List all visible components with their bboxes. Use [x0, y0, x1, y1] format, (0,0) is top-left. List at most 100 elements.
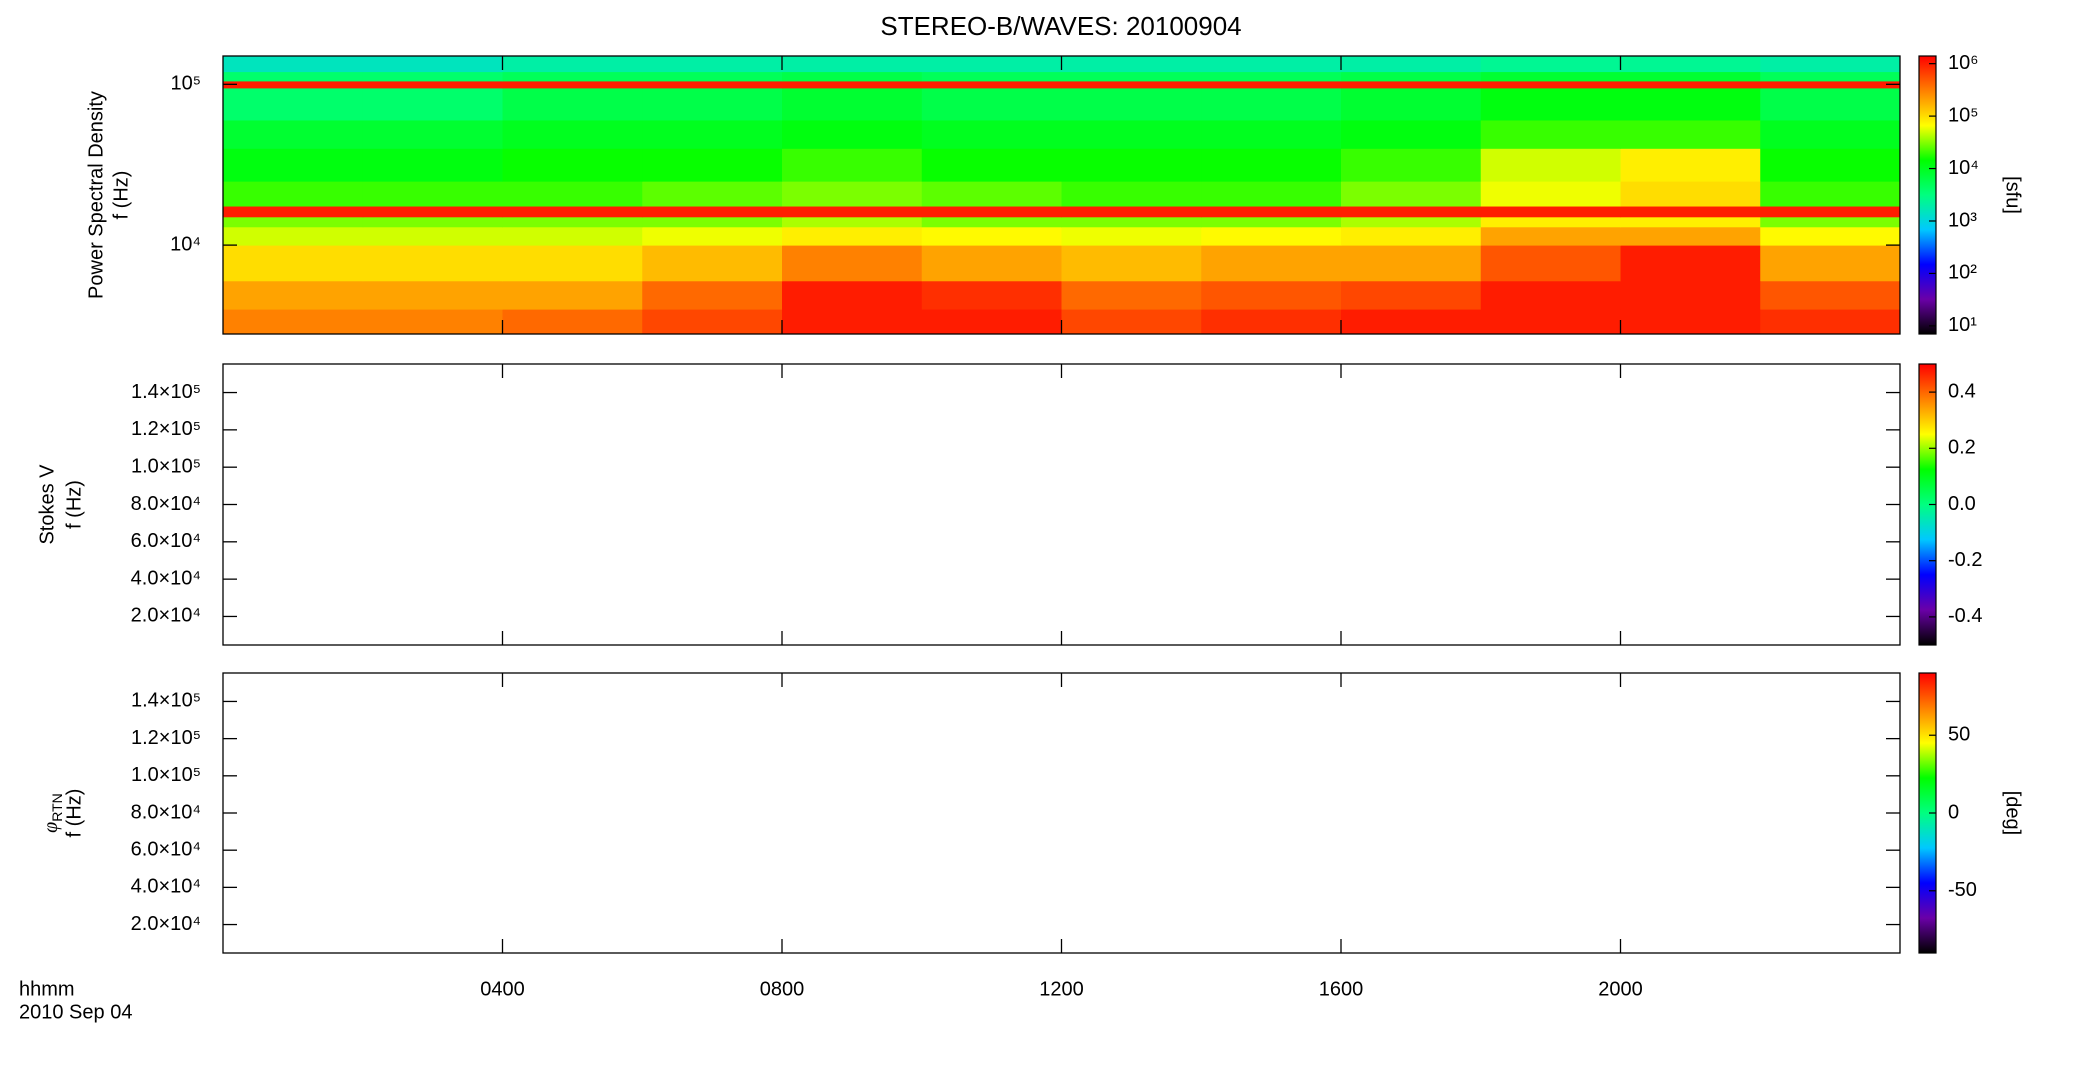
x-tick-label: 0800 — [760, 978, 805, 1000]
heatmap-cell — [1480, 181, 1621, 207]
heatmap-cell — [1201, 226, 1342, 246]
colorbar-tick-label: 0.4 — [1948, 380, 1976, 402]
heatmap-cell — [1620, 87, 1761, 121]
heatmap-cell — [782, 280, 923, 310]
heatmap-cell — [642, 80, 783, 89]
heatmap-cell — [223, 80, 364, 89]
heatmap-cell — [1620, 280, 1761, 310]
heatmap-cell — [1201, 56, 1342, 73]
heatmap-cell — [502, 245, 643, 282]
y-axis-unit: f (Hz) — [63, 480, 85, 529]
heatmap-cell — [502, 206, 643, 218]
heatmap-cell — [1341, 71, 1482, 82]
heatmap-cell — [362, 181, 503, 207]
heatmap-cell — [362, 56, 503, 73]
heatmap-cell — [1201, 119, 1342, 149]
heatmap-cell — [642, 56, 783, 73]
y-tick-label: 10⁵ — [170, 73, 201, 95]
heatmap-cell — [1201, 309, 1342, 335]
heatmap-cell — [223, 56, 364, 73]
y-axis-subscript: RTN — [49, 793, 65, 822]
heatmap-cell — [1480, 216, 1621, 228]
heatmap-cell — [1480, 71, 1621, 82]
chart-title: STEREO-B/WAVES: 20100904 — [880, 11, 1241, 41]
heatmap-cell — [782, 148, 923, 182]
y-tick-label: 4.0×10⁴ — [131, 876, 201, 898]
heatmap-cell — [1480, 119, 1621, 149]
y-tick-label: 2.0×10⁴ — [131, 605, 201, 627]
heatmap-cell — [1061, 80, 1202, 89]
heatmap-cell — [362, 309, 503, 335]
heatmap-cell — [1061, 280, 1202, 310]
heatmap-cell — [223, 181, 364, 207]
colorbar-tick-label: -0.4 — [1948, 605, 1982, 627]
heatmap-cell — [223, 226, 364, 246]
heatmap-cell — [502, 71, 643, 82]
heatmap-cell — [921, 226, 1062, 246]
heatmap-cell — [223, 309, 364, 335]
heatmap-cell — [782, 206, 923, 218]
heatmap-cell — [362, 216, 503, 228]
heatmap-cell — [1480, 309, 1621, 335]
heatmap-cell — [1480, 56, 1621, 73]
x-axis-subtitle: 2010 Sep 04 — [19, 1001, 132, 1023]
colorbar-tick-label: 0.2 — [1948, 437, 1976, 459]
heatmap-cell — [642, 280, 783, 310]
heatmap-cell — [642, 71, 783, 82]
x-tick-label: 2000 — [1598, 978, 1643, 1000]
heatmap-cell — [1061, 181, 1202, 207]
colorbar-tick-label: 10⁵ — [1948, 104, 1979, 126]
heatmap-cell — [642, 148, 783, 182]
heatmap-cell — [1201, 280, 1342, 310]
y-axis-title: φRTN — [40, 793, 65, 833]
heatmap-cell — [1061, 206, 1202, 218]
heatmap-cell — [1760, 206, 1901, 218]
heatmap-cell — [642, 309, 783, 335]
heatmap-cell — [502, 181, 643, 207]
colorbar — [1918, 55, 1937, 335]
heatmap-cell — [642, 206, 783, 218]
x-tick-label: 1200 — [1039, 978, 1084, 1000]
colorbar-title: [sfu] — [2002, 176, 2024, 214]
heatmap-cell — [223, 71, 364, 82]
heatmap-cell — [782, 245, 923, 282]
heatmap-cell — [1341, 119, 1482, 149]
heatmap-cell — [1341, 181, 1482, 207]
heatmap-cell — [1620, 71, 1761, 82]
heatmap-cell — [1061, 119, 1202, 149]
colorbar-tick-label: -50 — [1948, 879, 1977, 901]
colorbar-tick-label: 10⁶ — [1948, 52, 1978, 74]
heatmap-cell — [1201, 87, 1342, 121]
y-tick-label: 8.0×10⁴ — [131, 801, 201, 823]
heatmap-cell — [223, 245, 364, 282]
heatmap-cell — [502, 87, 643, 121]
heatmap-cell — [223, 206, 364, 218]
heatmap-cell — [1061, 56, 1202, 73]
heatmap-cell — [362, 245, 503, 282]
colorbar-tick-label: 10² — [1948, 262, 1977, 284]
heatmap-cell — [1201, 206, 1342, 218]
heatmap-cell — [362, 148, 503, 182]
heatmap-cell — [502, 80, 643, 89]
heatmap-cell — [1341, 216, 1482, 228]
heatmap-cell — [1341, 148, 1482, 182]
heatmap-cell — [782, 71, 923, 82]
heatmap-cell — [1760, 80, 1901, 89]
heatmap-cell — [1061, 148, 1202, 182]
heatmap-cell — [1201, 181, 1342, 207]
heatmap-cell — [1341, 309, 1482, 335]
heatmap-cell — [1480, 280, 1621, 310]
y-tick-label: 6.0×10⁴ — [131, 530, 201, 552]
colorbar-tick-label: -0.2 — [1948, 549, 1982, 571]
heatmap-cell — [362, 280, 503, 310]
heatmap-cell — [1341, 226, 1482, 246]
y-tick-label: 1.2×10⁵ — [131, 727, 201, 749]
heatmap-cell — [1480, 245, 1621, 282]
heatmap-cell — [921, 245, 1062, 282]
heatmap-cell — [1201, 71, 1342, 82]
heatmap-cell — [1620, 56, 1761, 73]
heatmap-cell — [1201, 216, 1342, 228]
heatmap-cell — [921, 80, 1062, 89]
heatmap-cell — [921, 280, 1062, 310]
